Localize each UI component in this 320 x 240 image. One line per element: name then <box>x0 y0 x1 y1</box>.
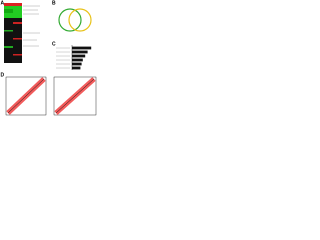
bar <box>72 58 83 62</box>
bar <box>72 46 92 50</box>
figure: A B C D <box>1 0 97 116</box>
panel-label: D <box>1 72 5 78</box>
scatter-plot <box>5 76 47 116</box>
bar-chart <box>56 45 92 70</box>
panel-label: B <box>52 0 56 6</box>
scatter-plot <box>53 76 97 116</box>
bar <box>72 66 81 70</box>
bar <box>72 62 82 66</box>
venn-diagram <box>58 8 92 32</box>
heatmap <box>4 3 40 63</box>
bar <box>72 54 86 58</box>
panel-label: A <box>1 0 5 6</box>
bar <box>72 50 88 54</box>
panel-label: C <box>52 41 56 47</box>
